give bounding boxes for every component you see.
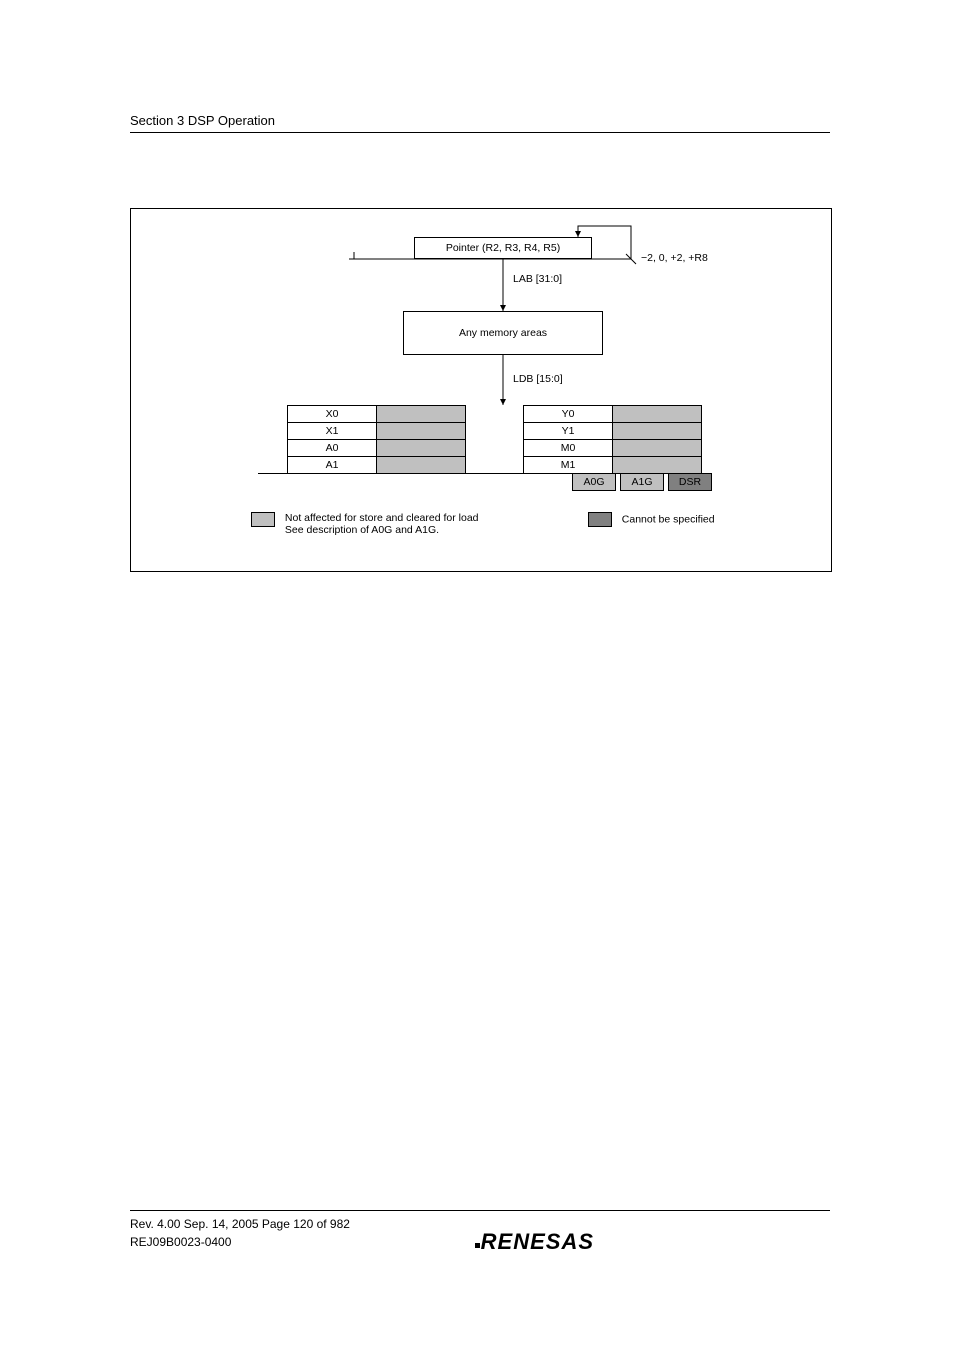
reg-x1-low — [376, 422, 466, 440]
reg-a0g: A0G — [572, 473, 616, 491]
reg-a0: A0 — [287, 439, 377, 457]
reg-x0-low — [376, 405, 466, 423]
reg-dsr-label: DSR — [679, 476, 701, 488]
table-rule — [258, 473, 568, 474]
section-title: Section 3 DSP Operation — [130, 113, 275, 128]
lab-label: LAB [31:0] — [513, 273, 562, 285]
reg-y1-low — [612, 422, 702, 440]
renesas-text: RENESAS — [481, 1229, 594, 1254]
offsets-label: −2, 0, +2, +R8 — [641, 252, 708, 264]
legend-right-text: Cannot be specified — [622, 513, 715, 525]
figure-frame: Pointer (R2, R3, R4, R5) −2, 0, +2, +R8 … — [130, 208, 832, 572]
page-footer: Rev. 4.00 Sep. 14, 2005 Page 120 of 982 … — [130, 1210, 830, 1251]
memory-label: Any memory areas — [459, 327, 547, 339]
legend-left-text: Not affected for store and cleared for l… — [285, 512, 565, 536]
header-rule: Section 3 DSP Operation — [130, 112, 830, 133]
reg-a1-low — [376, 456, 466, 474]
reg-y0: Y0 — [523, 405, 613, 423]
legend-swatch-dark — [588, 512, 612, 527]
reg-a1-label: A1 — [326, 459, 339, 471]
reg-a0g-label: A0G — [583, 476, 604, 488]
reg-y1: Y1 — [523, 422, 613, 440]
reg-x0: X0 — [287, 405, 377, 423]
pointer-box: Pointer (R2, R3, R4, R5) — [414, 237, 592, 259]
reg-x1: X1 — [287, 422, 377, 440]
reg-m0-low — [612, 439, 702, 457]
renesas-dot-icon — [475, 1243, 480, 1248]
reg-m0: M0 — [523, 439, 613, 457]
reg-m1-low — [612, 456, 702, 474]
reg-m0-label: M0 — [561, 442, 576, 454]
reg-y0-label: Y0 — [562, 408, 575, 420]
reg-a0-label: A0 — [326, 442, 339, 454]
reg-a1g-label: A1G — [631, 476, 652, 488]
legend-left-label: Not affected for store and cleared for l… — [285, 512, 479, 536]
renesas-logo: RENESAS — [475, 1229, 594, 1255]
reg-a1: A1 — [287, 456, 377, 474]
legend-swatch-light — [251, 512, 275, 527]
reg-a0-low — [376, 439, 466, 457]
reg-dsr: DSR — [668, 473, 712, 491]
legend: Not affected for store and cleared for l… — [251, 512, 811, 536]
reg-x1-label: X1 — [326, 425, 339, 437]
reg-y1-label: Y1 — [562, 425, 575, 437]
ldb-label: LDB [15:0] — [513, 373, 563, 385]
memory-box: Any memory areas — [403, 311, 603, 355]
reg-a1g: A1G — [620, 473, 664, 491]
reg-m1-label: M1 — [561, 459, 576, 471]
reg-m1: M1 — [523, 456, 613, 474]
pointer-label: Pointer (R2, R3, R4, R5) — [446, 242, 560, 254]
reg-x0-label: X0 — [326, 408, 339, 420]
reg-y0-low — [612, 405, 702, 423]
